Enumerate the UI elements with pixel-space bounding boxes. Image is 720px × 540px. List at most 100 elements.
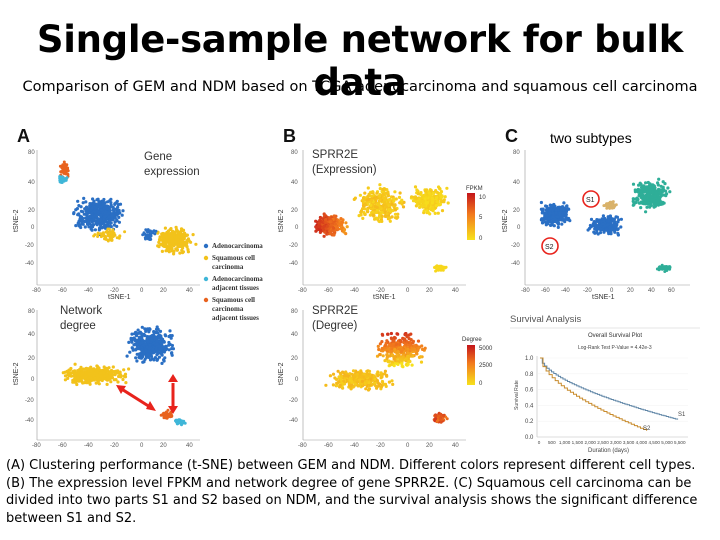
svg-text:-80: -80	[298, 443, 307, 449]
panel-a-top: A Gene expression 80 40 20 0 -20 -40 -80 -60…	[13, 126, 200, 301]
panel-b-top-title-1: SPRR2E	[312, 149, 358, 161]
panel-a-bottom-title-2: degree	[60, 320, 96, 332]
c-top-ylabel: tSNE-2	[502, 209, 509, 232]
svg-text:-20: -20	[583, 288, 592, 294]
svg-text:-20: -20	[376, 443, 385, 449]
svg-text:-40: -40	[350, 443, 359, 449]
arrow-left	[119, 386, 151, 409]
svg-text:-80: -80	[521, 288, 530, 294]
svg-text:-60: -60	[324, 288, 333, 294]
legend-swatch	[203, 255, 209, 261]
tsne-scatter-network-degree	[61, 325, 187, 427]
svg-text:0: 0	[295, 377, 299, 383]
svg-text:5000: 5000	[479, 346, 493, 352]
svg-text:-40: -40	[25, 418, 34, 424]
panel-a-top-title-2: expression	[144, 166, 200, 178]
legend-label: adjacent tissues	[212, 314, 259, 322]
tsne-scatter-gene-expression	[58, 160, 198, 256]
survival-xtick: 0	[538, 440, 541, 445]
panel-a-label: A	[17, 126, 30, 146]
survival-ytick: 1.0	[525, 356, 534, 362]
survival-xtick: 1,000	[559, 440, 571, 445]
svg-text:20: 20	[160, 288, 167, 294]
panel-a-top-title-1: Gene	[144, 151, 172, 163]
svg-text:80: 80	[28, 150, 35, 156]
svg-text:-40: -40	[289, 418, 298, 424]
svg-text:20: 20	[627, 288, 634, 294]
s2-marker	[541, 237, 559, 255]
panel-a-bottom-title-1: Network	[60, 305, 102, 317]
legend-swatch	[203, 243, 209, 249]
svg-text:40: 40	[452, 443, 459, 449]
svg-text:0: 0	[31, 377, 35, 383]
svg-text:2500: 2500	[479, 363, 493, 369]
svg-text:-20: -20	[110, 288, 119, 294]
slide-subtitle: Comparison of GEM and NDM based on TCGA …	[22, 79, 698, 95]
survival-ytick: 0.4	[525, 403, 534, 409]
svg-text:-20: -20	[25, 243, 34, 249]
svg-text:-20: -20	[289, 398, 298, 404]
svg-text:-40: -40	[511, 261, 520, 267]
survival-xtick: 3,000	[610, 440, 622, 445]
panel-c-top: C two subtypes S1 S2 80 40 20 0 -20 -40 -80…	[502, 126, 690, 301]
legend-swatch	[203, 276, 209, 282]
s1-label: S1	[586, 197, 595, 204]
svg-text:0: 0	[140, 443, 144, 449]
svg-text:0: 0	[31, 225, 35, 231]
survival-end-label-s1: S1	[678, 412, 686, 418]
survival-xtick: 5,500	[674, 440, 686, 445]
two-subtypes-note: two subtypes	[550, 130, 632, 146]
legend-label: Adenocarcinoma	[212, 275, 263, 283]
svg-text:20: 20	[291, 208, 298, 214]
b-top-ylabel: tSNE-2	[278, 209, 285, 232]
svg-text:20: 20	[28, 208, 35, 214]
svg-text:40: 40	[513, 180, 520, 186]
svg-text:0: 0	[406, 443, 410, 449]
svg-text:-40: -40	[289, 261, 298, 267]
s2-label: S2	[545, 244, 554, 251]
panel-b-top: B SPRR2E (Expression) FPKM 10 5 0 80 40 2…	[278, 126, 486, 301]
figure-caption: (A) Clustering performance (t-SNE) betwe…	[6, 458, 698, 526]
survival-curve-s2	[540, 357, 648, 431]
svg-text:-60: -60	[324, 443, 333, 449]
svg-text:40: 40	[186, 443, 193, 449]
legend-label: adjacent tissues	[212, 284, 259, 292]
svg-text:0: 0	[610, 288, 614, 294]
svg-text:-80: -80	[32, 443, 41, 449]
survival-xtick: 500	[548, 440, 556, 445]
svg-text:40: 40	[291, 180, 298, 186]
tsne-scatter-subtypes	[539, 177, 672, 273]
svg-text:0: 0	[295, 225, 299, 231]
svg-text:80: 80	[513, 150, 520, 156]
panel-b-bottom-title-2: (Degree)	[312, 320, 358, 332]
svg-text:-20: -20	[511, 243, 520, 249]
legend-label: carcinoma	[212, 263, 244, 271]
svg-text:-20: -20	[289, 243, 298, 249]
b-bottom-ylabel: tSNE-2	[278, 362, 285, 385]
svg-text:-40: -40	[350, 288, 359, 294]
svg-text:80: 80	[28, 309, 35, 315]
svg-text:-40: -40	[84, 443, 93, 449]
svg-text:20: 20	[513, 208, 520, 214]
legend-label: carcinoma	[212, 305, 244, 313]
legend-label: Squamous cell	[212, 296, 255, 304]
svg-text:20: 20	[291, 356, 298, 362]
svg-text:0: 0	[517, 225, 521, 231]
svg-text:20: 20	[28, 356, 35, 362]
legend-label: Squamous cell	[212, 254, 255, 262]
svg-text:-80: -80	[32, 288, 41, 294]
b-top-xlabel: tSNE-1	[373, 294, 396, 301]
svg-text:-60: -60	[58, 443, 67, 449]
svg-text:10: 10	[479, 195, 486, 201]
survival-end-label-s2: S2	[643, 426, 651, 432]
svg-text:5: 5	[479, 215, 483, 221]
survival-xtick: 5,000	[661, 440, 673, 445]
panel-c-survival: Survival Analysis Overall Survival Plot …	[510, 314, 700, 454]
legend-label: Adenocarcinoma	[212, 242, 263, 250]
tsne-scatter-sprr2e-expression	[314, 183, 450, 273]
survival-xtick: 2,000	[584, 440, 596, 445]
svg-text:-80: -80	[298, 288, 307, 294]
a-bottom-ylabel: tSNE-2	[13, 362, 20, 385]
